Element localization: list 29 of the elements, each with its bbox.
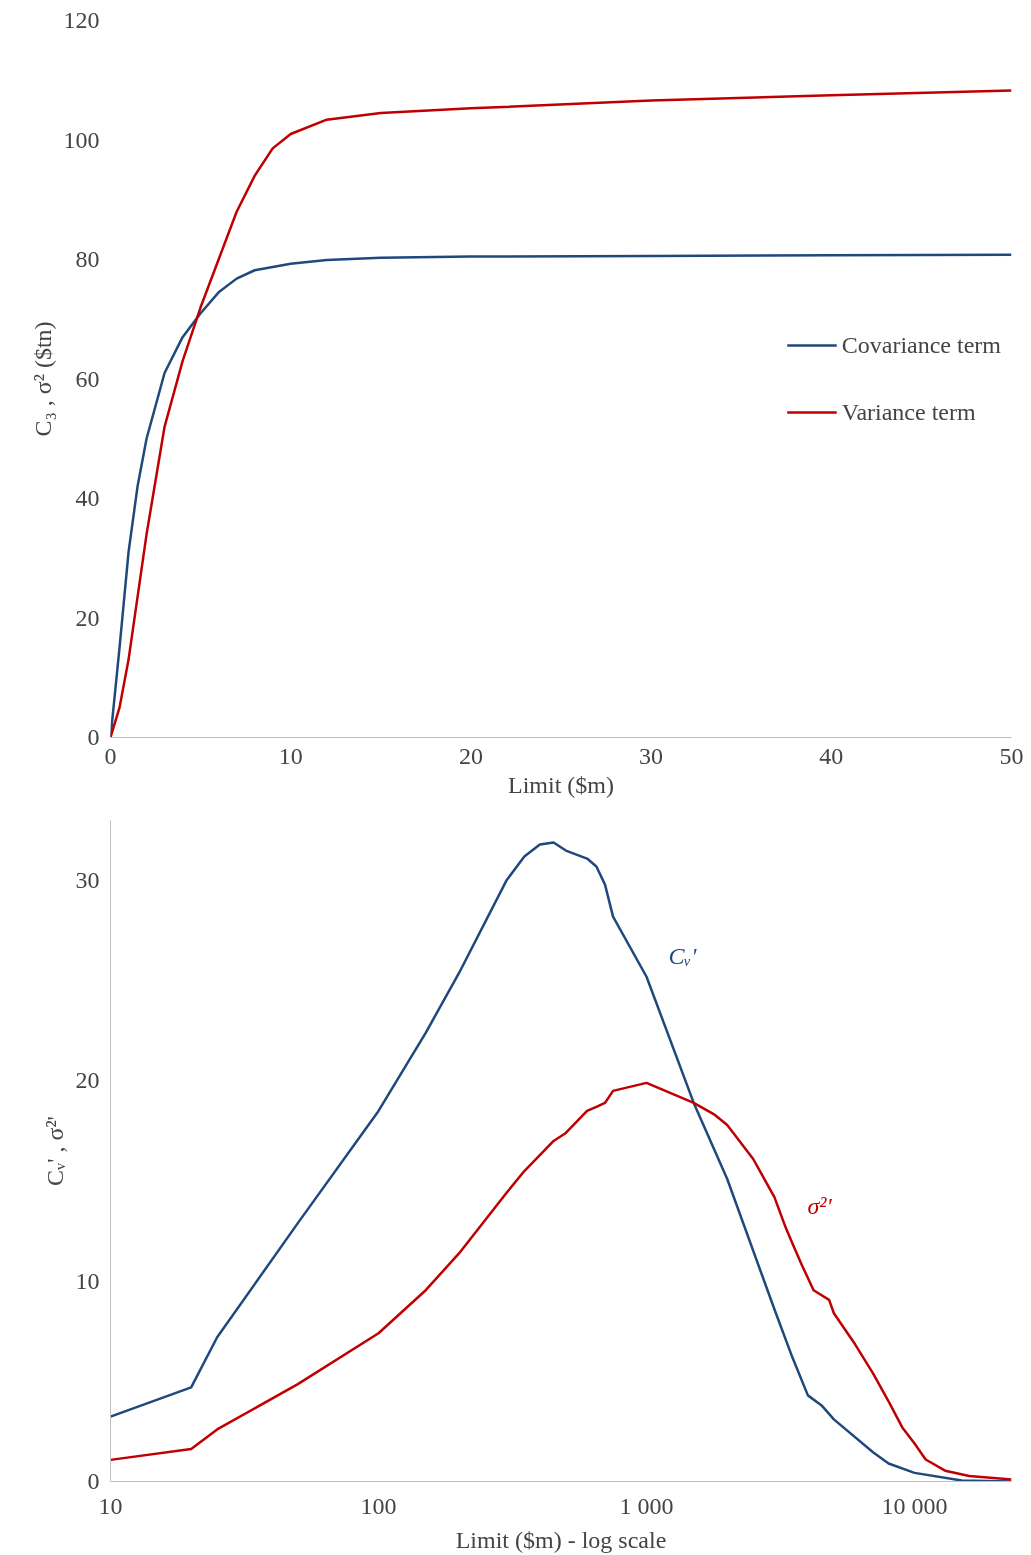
series-label: Cᵥ' xyxy=(668,942,698,969)
y-tick-label: 120 xyxy=(63,7,100,33)
line-series xyxy=(110,89,1012,738)
x-tick-label: 50 xyxy=(999,742,1024,769)
legend-label: Variance term xyxy=(841,398,976,426)
x-axis-title: Limit ($m) xyxy=(508,771,614,798)
y-tick-label: 40 xyxy=(75,485,100,511)
x-tick-label: 30 xyxy=(639,742,664,769)
x-axis-title: Limit ($m) - log scale xyxy=(455,1526,667,1553)
y-axis-title: Cᵥ' , σ²' xyxy=(41,1116,68,1186)
y-tick-label: 100 xyxy=(63,126,100,153)
y-axis-title: C₃ , σ² ($tn) xyxy=(29,321,56,437)
x-tick-label: 10 000 xyxy=(881,1492,948,1519)
series-label: σ²' xyxy=(807,1193,833,1220)
y-tick-label: 0 xyxy=(87,724,100,750)
y-tick-label: 30 xyxy=(75,867,100,894)
y-tick-label: 60 xyxy=(75,365,100,392)
x-tick-label: 0 xyxy=(104,742,117,769)
y-tick-label: 0 xyxy=(87,1468,100,1494)
x-tick-label: 1 000 xyxy=(619,1492,674,1519)
x-tick-label: 10 xyxy=(278,742,303,769)
y-tick-label: 10 xyxy=(75,1267,100,1294)
y-tick-label: 20 xyxy=(75,604,100,631)
legend-label: Covariance term xyxy=(841,331,1001,359)
y-tick-label: 20 xyxy=(75,1067,100,1094)
x-tick-label: 100 xyxy=(360,1492,397,1519)
y-tick-label: 80 xyxy=(75,246,100,272)
x-tick-label: 40 xyxy=(819,742,844,769)
x-tick-label: 20 xyxy=(458,742,483,769)
